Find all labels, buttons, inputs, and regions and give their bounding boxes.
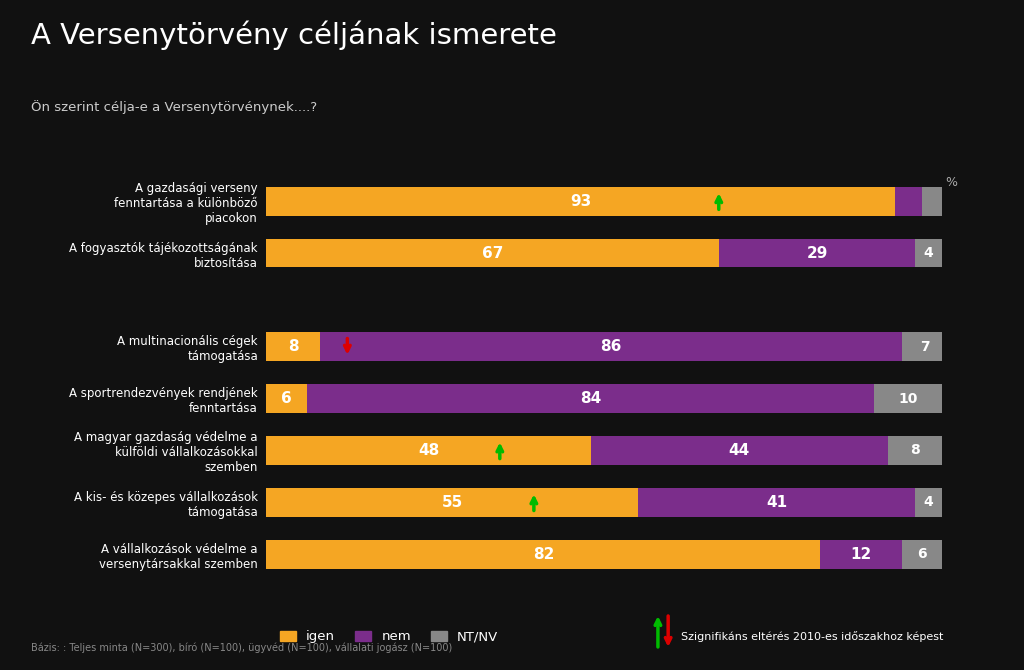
Bar xyxy=(591,436,888,465)
Bar xyxy=(266,187,895,216)
Text: 48: 48 xyxy=(418,443,439,458)
Text: Bázis: : Teljes minta (N=300), bíró (N=100), ügyvéd (N=100), vállalati jogász (N: Bázis: : Teljes minta (N=300), bíró (N=1… xyxy=(31,643,452,653)
Bar xyxy=(915,239,942,267)
Text: 55: 55 xyxy=(441,495,463,510)
Text: %: % xyxy=(945,176,957,190)
Bar xyxy=(901,332,949,361)
Bar xyxy=(266,436,591,465)
Text: 10: 10 xyxy=(899,391,918,405)
Text: 12: 12 xyxy=(850,547,871,562)
Text: 8: 8 xyxy=(288,339,299,354)
Bar xyxy=(874,385,942,413)
Text: Szignifikáns eltérés 2010-es időszakhoz képest: Szignifikáns eltérés 2010-es időszakhoz … xyxy=(681,631,943,642)
Bar xyxy=(895,187,922,216)
Text: 8: 8 xyxy=(910,444,920,458)
Text: 86: 86 xyxy=(600,339,622,354)
Bar xyxy=(266,488,638,517)
Bar xyxy=(922,187,942,216)
Bar xyxy=(638,488,915,517)
Text: Ön szerint célja-e a Versenytörvénynek....?: Ön szerint célja-e a Versenytörvénynek..… xyxy=(31,100,316,115)
Text: 6: 6 xyxy=(918,547,927,561)
Text: 84: 84 xyxy=(580,391,601,406)
Text: 67: 67 xyxy=(482,246,504,261)
Text: 6: 6 xyxy=(282,391,292,406)
Bar xyxy=(901,540,942,569)
Text: 93: 93 xyxy=(570,194,591,209)
Bar xyxy=(266,385,307,413)
Bar xyxy=(266,239,719,267)
Text: 4: 4 xyxy=(924,495,934,509)
Bar xyxy=(266,540,820,569)
Bar xyxy=(307,385,874,413)
Text: 41: 41 xyxy=(766,495,787,510)
Bar xyxy=(820,540,901,569)
Bar xyxy=(321,332,901,361)
Bar xyxy=(266,332,321,361)
Text: 44: 44 xyxy=(729,443,750,458)
Bar xyxy=(719,239,915,267)
Text: 7: 7 xyxy=(921,340,930,354)
Bar xyxy=(888,436,942,465)
Text: 4: 4 xyxy=(924,246,934,260)
Text: 82: 82 xyxy=(532,547,554,562)
Text: A Versenytörvény céljának ismerete: A Versenytörvény céljának ismerete xyxy=(31,20,557,50)
Bar xyxy=(915,488,942,517)
Text: 29: 29 xyxy=(806,246,827,261)
Legend: igen, nem, NT/NV: igen, nem, NT/NV xyxy=(280,630,499,643)
